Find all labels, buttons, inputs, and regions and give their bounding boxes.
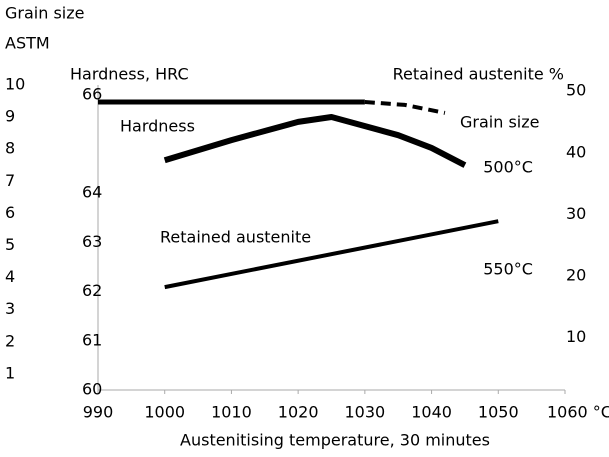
series-label: Retained austenite	[160, 228, 311, 247]
series-line	[164, 219, 499, 290]
series-label: Grain size	[460, 113, 539, 132]
series-label: Hardness	[120, 117, 195, 136]
y3-tick-label: 1	[5, 363, 15, 382]
y3-tick-label: 7	[5, 171, 15, 190]
grain-axis-unit: ASTM	[5, 34, 50, 53]
x-tick-label: 1030	[344, 403, 385, 422]
y-tick-label: 61	[82, 330, 102, 349]
x-tick-label: 1010	[211, 403, 252, 422]
y-tick-label: 60	[82, 380, 102, 399]
y2-tick-label: 30	[566, 204, 586, 223]
x-tick-label: 1040	[411, 403, 452, 422]
y3-tick-label: 8	[5, 139, 15, 158]
x-tick-label: 1050	[478, 403, 519, 422]
x-tick-label: 1020	[278, 403, 319, 422]
y-tick-label: 62	[82, 281, 102, 300]
hardness-axis-label: Hardness, HRC	[70, 65, 189, 84]
x-tick-label: 1000	[144, 403, 185, 422]
x-axis-label: Austenitising temperature, 30 minutes	[180, 431, 490, 450]
annotation: 550°C	[483, 259, 533, 278]
y3-tick-label: 6	[5, 203, 15, 222]
y3-tick-label: 5	[5, 235, 15, 254]
y-tick-label: 64	[82, 183, 102, 202]
y3-tick-label: 10	[5, 75, 25, 94]
series-line	[163, 113, 467, 168]
annotation: 500°C	[483, 158, 533, 177]
y-tick-label: 66	[82, 84, 102, 103]
y-tick-label: 63	[82, 232, 102, 251]
y2-tick-label: 10	[566, 327, 586, 346]
y3-tick-label: 3	[5, 299, 15, 318]
x-tick-label: 1060 °C	[547, 403, 609, 422]
x-tick-label: 990	[83, 403, 114, 422]
y2-tick-label: 50	[566, 81, 586, 100]
retained-axis-label: Retained austenite %	[393, 65, 564, 84]
y2-tick-label: 20	[566, 266, 586, 285]
y2-tick-label: 40	[566, 142, 586, 161]
series-line	[364, 100, 446, 115]
y3-tick-label: 4	[5, 267, 15, 286]
y3-tick-label: 2	[5, 331, 15, 350]
grain-axis-title: Grain size	[5, 4, 84, 23]
y3-tick-label: 9	[5, 107, 15, 126]
